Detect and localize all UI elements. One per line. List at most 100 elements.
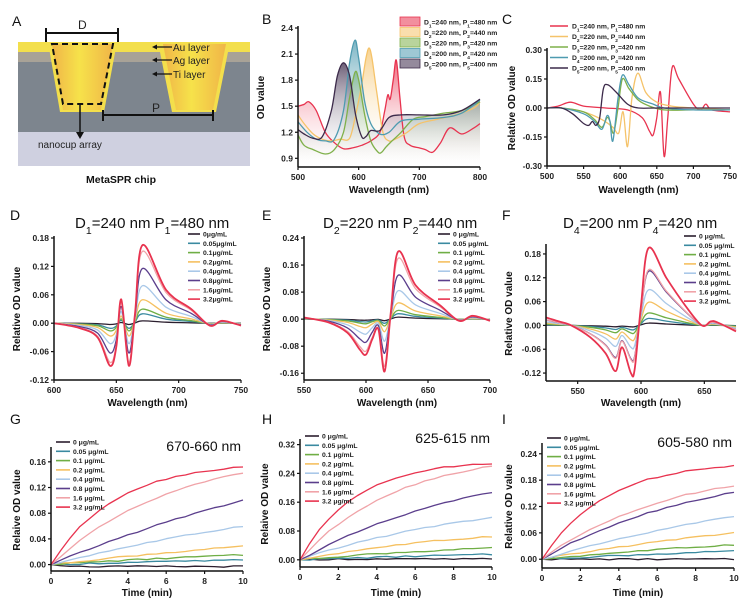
panel-letter-f: F	[502, 207, 511, 223]
y-tick-label: 2.1	[281, 49, 293, 59]
legend-label: 0.1 μg/mL	[699, 252, 731, 259]
wavelength-range-annotation: 670-660 nm	[166, 438, 241, 454]
series-line	[546, 77, 730, 135]
y-axis-label: Relative OD value	[504, 464, 515, 549]
legend: 0 μg/mL 0.05 μg/mL 0.1 μg/mL 0.2 μg/mL 0.4 μ…	[438, 232, 489, 304]
chip-caption: MetaSPR chip	[86, 174, 156, 186]
wavelength-range-annotation: 605-580 nm	[657, 434, 732, 450]
series-area	[298, 59, 480, 167]
y-tick-label: 1.2	[281, 127, 293, 137]
x-axis-label: Wavelength (nm)	[107, 398, 187, 409]
x-tick-label: 500	[540, 171, 554, 181]
series-line	[299, 553, 493, 561]
legend-label: 3.2 μg/mL	[322, 499, 354, 506]
nanocup-right-inner	[163, 44, 226, 110]
legend-label: 0.1μg/mL	[203, 250, 233, 257]
series-line	[297, 62, 481, 141]
y-tick-label: 0.08	[282, 287, 299, 297]
y-tick-label: 1.5	[281, 101, 293, 111]
x-axis-label: Wavelength (nm)	[349, 185, 429, 196]
legend-label: 0.4 μg/mL	[73, 477, 105, 484]
legend-label: 0.2 μg/mL	[699, 261, 731, 268]
legend-label: D2=220 nm, P2=440 nm	[572, 34, 645, 44]
x-tick-label: 4	[125, 576, 130, 586]
layer-arrows	[152, 44, 172, 77]
x-tick-label: 700	[483, 385, 497, 395]
x-tick-label: 2	[578, 573, 583, 583]
y-tick-label: 0.24	[278, 468, 295, 478]
legend-label: 3.2 μg/mL	[453, 297, 485, 304]
y-tick-label: 0.12	[524, 273, 541, 283]
y-tick-label: 0.15	[525, 74, 542, 84]
legend-label: 0.2 μg/mL	[453, 259, 485, 266]
legend-label: 0.05 μg/mL	[73, 449, 109, 456]
y-axis-label: Relative OD value	[504, 271, 515, 356]
x-tick-label: 550	[577, 171, 591, 181]
series-line	[50, 525, 244, 566]
series-group	[297, 39, 481, 168]
legend-label: 0.8μg/mL	[203, 278, 233, 285]
legend-label: D2=220 nm, P2=440 nm	[424, 30, 497, 40]
legend-label: 1.6 μg/mL	[73, 495, 105, 502]
series-line	[541, 531, 735, 560]
legend-label: 0.2 μg/mL	[564, 463, 596, 470]
legend-label: 0.2μg/mL	[203, 259, 233, 266]
series-line	[541, 464, 735, 560]
x-tick-label: 600	[359, 385, 373, 395]
chart-i: I 605-580 nm 0 2 4 6 8 10 0.00 0.06 0.12 0.18 0.24 Ti…	[502, 411, 739, 599]
legend-label: 0.8 μg/mL	[564, 482, 596, 489]
series-area	[298, 62, 480, 167]
legend-label: 0.4 μg/mL	[322, 471, 354, 478]
series-line	[50, 553, 244, 566]
legend-label: 0.1 μg/mL	[322, 452, 354, 459]
y-tick-label: 0.00	[29, 560, 46, 570]
series-line	[541, 557, 735, 561]
legend-label: 0.05 μg/mL	[322, 443, 358, 450]
y-tick-label: 0.00	[278, 555, 295, 565]
chart-title: D2=220 nm P2=440 nm	[323, 215, 477, 237]
chart-title: D4=200 nm P4=420 nm	[563, 215, 717, 237]
y-axis-label: Relative OD value	[12, 266, 23, 351]
y-axis-label: Relative OD value	[262, 266, 273, 351]
chart-f: F D4=200 nm P4=420 nm 550 600 650 -0.12 -0.06 0…	[502, 207, 737, 409]
series-group	[50, 466, 244, 568]
y-axis-label: Relaive OD value	[260, 463, 271, 545]
legend-label: 0.2 μg/mL	[73, 467, 105, 474]
legend-label: 0 μg/mL	[73, 440, 99, 447]
series-line	[53, 299, 242, 337]
series-line	[299, 557, 493, 561]
y-tick-label: 0.04	[29, 534, 46, 544]
x-tick-label: 2	[336, 572, 341, 582]
legend-label: 0.4 μg/mL	[699, 271, 731, 278]
x-tick-label: 700	[172, 385, 186, 395]
legend-label: D4=200 nm, P4=420 nm	[424, 51, 497, 61]
legend-label: 0.4 μg/mL	[453, 269, 485, 276]
y-tick-label: 1.8	[281, 75, 293, 85]
series-line	[50, 499, 244, 566]
y-tick-label: 0.00	[524, 320, 541, 330]
y-axis-label: OD value	[256, 75, 267, 119]
series-line	[541, 549, 735, 560]
series-line	[299, 546, 493, 561]
x-tick-label: 4	[616, 573, 621, 583]
legend-label: 1.6μg/mL	[203, 287, 233, 294]
series-line	[541, 515, 735, 560]
legend-label: D1=240 nm, P1=480 nm	[424, 20, 497, 30]
x-axis-label: Wavelength (nm)	[598, 185, 678, 196]
legend-label: 0.2 μg/mL	[322, 461, 354, 468]
legend-label: D5=200 nm, P5=400 nm	[424, 62, 497, 72]
x-tick-label: 2	[87, 576, 92, 586]
x-tick-label: 10	[238, 576, 248, 586]
legend-label: 3.2 μg/mL	[699, 299, 731, 306]
legend-label: D5=200 nm, P5=400 nm	[572, 66, 645, 76]
legend-label: 0.05 μg/mL	[564, 445, 600, 452]
series-line	[50, 563, 243, 568]
x-tick-label: 0	[298, 572, 303, 582]
legend: 0μg/mL 0.05μg/mL 0.1μg/mL 0.2μg/mL 0.4μg/mL 0…	[188, 232, 237, 304]
legend-label: 0.05 μg/mL	[699, 243, 735, 250]
x-axis-label: Wavelength (nm)	[601, 398, 681, 409]
